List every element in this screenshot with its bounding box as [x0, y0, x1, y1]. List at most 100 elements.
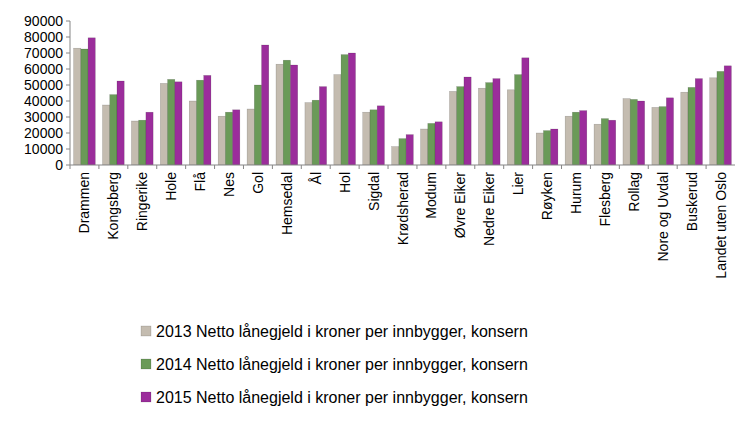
- bar: [218, 116, 225, 165]
- x-tick-label: Røyken: [539, 172, 555, 220]
- x-tick: [677, 165, 678, 169]
- bar: [334, 75, 341, 165]
- x-tick-label: Nes: [221, 172, 237, 197]
- x-tick-label: Øvre Eiker: [452, 172, 468, 238]
- bar: [392, 147, 399, 165]
- x-tick-label: Ringerike: [134, 172, 150, 231]
- y-tick: [66, 133, 70, 134]
- bar: [572, 112, 579, 165]
- bar: [493, 79, 500, 165]
- bar: [305, 103, 312, 165]
- x-tick: [619, 165, 620, 169]
- bar: [421, 129, 428, 165]
- bar: [196, 80, 203, 165]
- bar: [377, 106, 384, 165]
- x-tick-label: Ål: [308, 172, 324, 184]
- bar: [175, 82, 182, 165]
- x-tick-label: Rollag: [626, 172, 642, 212]
- y-tick: [66, 149, 70, 150]
- x-tick: [388, 165, 389, 169]
- x-tick-label: Hemsedal: [279, 172, 295, 235]
- x-tick-label: Sigdal: [366, 172, 382, 211]
- y-tick: [66, 37, 70, 38]
- bar: [399, 139, 406, 165]
- y-tick-label: 10000: [24, 141, 63, 157]
- bar: [290, 65, 297, 165]
- bar: [457, 87, 464, 165]
- bar: [522, 58, 529, 165]
- x-tick: [127, 165, 128, 169]
- x-tick: [532, 165, 533, 169]
- x-tick: [156, 165, 157, 169]
- bar: [189, 101, 196, 165]
- bar: [406, 135, 413, 165]
- bar: [254, 85, 261, 165]
- y-tick: [66, 69, 70, 70]
- chart: 0100002000030000400005000060000700008000…: [0, 0, 750, 424]
- y-tick-label: 90000: [24, 13, 63, 29]
- bar: [348, 53, 355, 165]
- x-tick-label: Hurum: [568, 172, 584, 214]
- bar: [601, 119, 608, 165]
- legend-label: 2015 Netto lånegjeld i kroner per innbyg…: [156, 389, 528, 406]
- x-tick: [503, 165, 504, 169]
- y-tick: [66, 21, 70, 22]
- bar: [370, 110, 377, 165]
- bar: [435, 122, 442, 165]
- bar: [146, 112, 153, 165]
- y-axis: [70, 21, 71, 165]
- bar: [233, 110, 240, 165]
- bar: [580, 111, 587, 165]
- bar: [131, 121, 138, 165]
- bar: [551, 129, 558, 165]
- y-tick-label: 0: [55, 157, 63, 173]
- legend-label: 2013 Netto lånegjeld i kroner per innbyg…: [156, 323, 528, 340]
- x-tick: [359, 165, 360, 169]
- x-tick: [70, 165, 71, 169]
- x-tick: [185, 165, 186, 169]
- x-tick: [445, 165, 446, 169]
- bar: [319, 87, 326, 165]
- bar: [276, 64, 283, 165]
- bar: [637, 101, 644, 165]
- bar: [507, 90, 514, 165]
- bar: [168, 79, 175, 165]
- x-tick: [272, 165, 273, 169]
- bar: [117, 81, 124, 165]
- bar: [478, 88, 485, 165]
- bar: [688, 87, 695, 165]
- bar: [312, 100, 319, 165]
- x-tick-label: Landet uten Oslo: [713, 172, 729, 279]
- bar: [565, 116, 572, 165]
- y-tick-label: 40000: [24, 93, 63, 109]
- bar: [103, 105, 110, 165]
- bar: [283, 60, 290, 165]
- y-tick: [66, 85, 70, 86]
- x-tick-label: Drammen: [76, 172, 92, 233]
- x-tick: [330, 165, 331, 169]
- x-tick: [98, 165, 99, 169]
- bar: [695, 79, 702, 165]
- y-tick-label: 50000: [24, 77, 63, 93]
- x-tick: [214, 165, 215, 169]
- y-tick: [66, 165, 70, 166]
- bar: [160, 83, 167, 165]
- bar: [110, 95, 117, 165]
- x-tick-label: Gol: [250, 172, 266, 194]
- y-tick-label: 70000: [24, 45, 63, 61]
- x-tick: [648, 165, 649, 169]
- bar: [139, 120, 146, 165]
- x-tick: [474, 165, 475, 169]
- x-tick: [561, 165, 562, 169]
- y-tick: [66, 53, 70, 54]
- x-tick-label: Hole: [163, 172, 179, 201]
- bar: [630, 99, 637, 165]
- bar: [262, 45, 269, 165]
- bar: [515, 75, 522, 165]
- legend-swatch: [141, 326, 151, 336]
- bar: [681, 92, 688, 165]
- x-tick-label: Hol: [337, 172, 353, 193]
- bar: [486, 83, 493, 165]
- bar: [652, 107, 659, 165]
- x-tick: [590, 165, 591, 169]
